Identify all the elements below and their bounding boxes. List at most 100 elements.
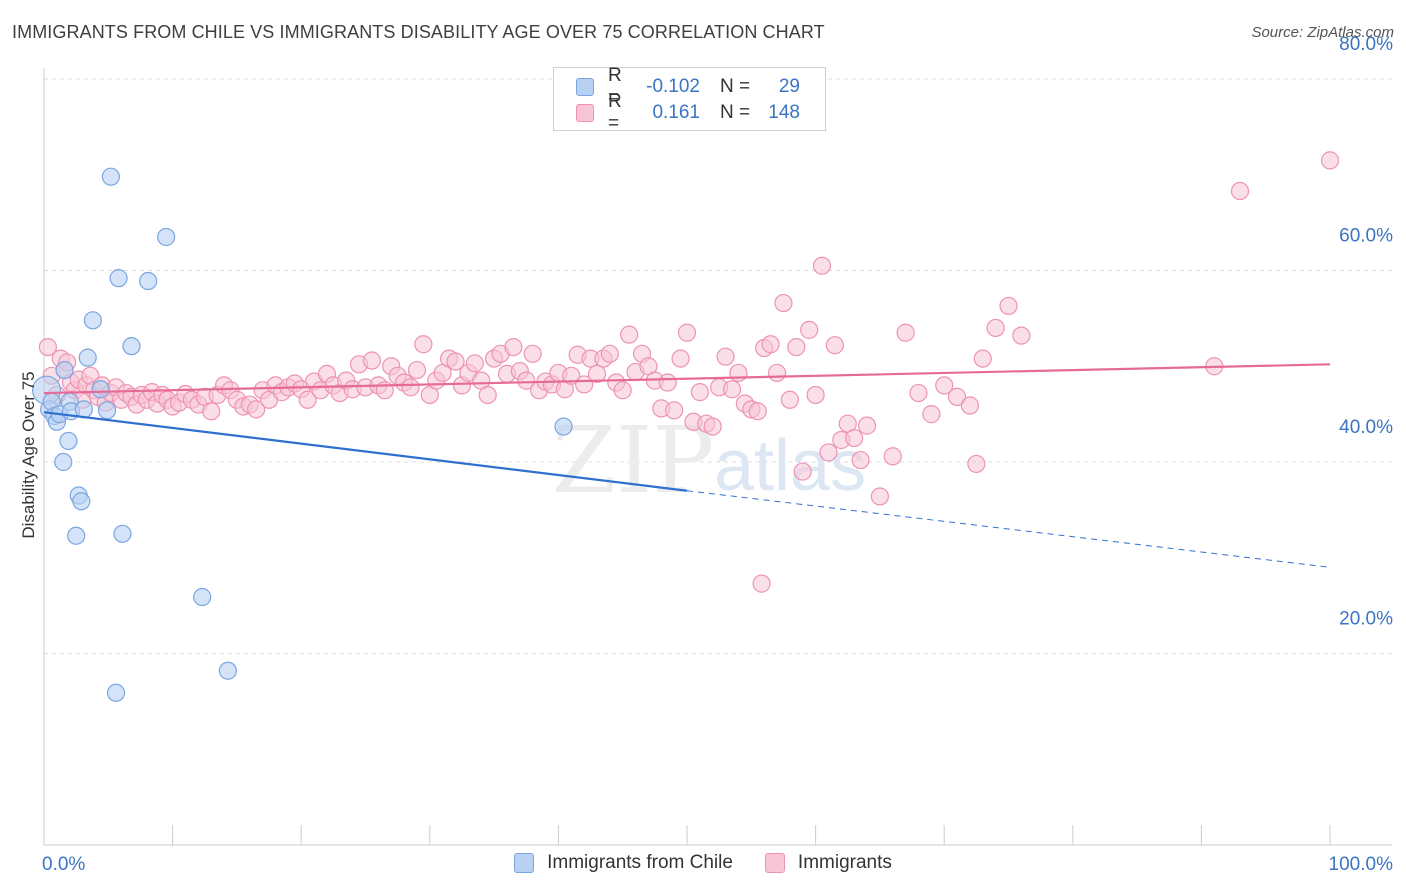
data-point-immigrants (523, 344, 542, 363)
data-point-immigrants (761, 335, 780, 354)
data-point-immigrants (690, 383, 709, 402)
data-point-immigrants (677, 323, 697, 342)
data-point-immigrants (407, 360, 427, 380)
data-point-chile (109, 269, 128, 288)
data-point-immigrants (774, 293, 793, 313)
correlation-legend: R = -0.102 N = 29 R = 0.161 N = 148 (553, 65, 826, 134)
data-point-immigrants (896, 323, 915, 342)
data-point-immigrants (587, 364, 607, 384)
data-point-chile (78, 348, 97, 367)
data-point-immigrants (883, 447, 902, 466)
chart-title: IMMIGRANTS FROM CHILE VS IMMIGRANTS DISA… (12, 22, 825, 42)
data-point-immigrants (748, 402, 767, 421)
legend-label-immigrants: Immigrants (797, 852, 892, 873)
data-point-immigrants (960, 396, 980, 415)
data-point-immigrants (851, 450, 870, 470)
legend-swatch-blue (514, 853, 535, 873)
data-point-immigrants (600, 344, 619, 363)
data-point-chile (72, 492, 91, 511)
data-point-immigrants (517, 371, 536, 390)
data-point-chile (113, 524, 132, 543)
legend-swatch-pink (576, 104, 594, 122)
data-point-immigrants (787, 338, 806, 357)
data-point-immigrants (1230, 181, 1250, 201)
data-point-immigrants (613, 381, 632, 400)
legend-r-value: -0.102 (646, 76, 700, 97)
data-point-immigrants (658, 373, 677, 392)
data-point-immigrants (973, 349, 992, 368)
data-point-immigrants (825, 336, 844, 355)
trend-lines (43, 363, 1331, 568)
legend-item-immigrants[interactable]: Immigrants (764, 852, 892, 874)
data-point-immigrants (703, 417, 722, 436)
legend-row-chile: R = -0.102 N = 29 (576, 65, 800, 108)
data-point-immigrants (857, 416, 877, 435)
data-point-immigrants (800, 320, 819, 339)
data-point-chile (193, 587, 212, 607)
data-point-immigrants (298, 390, 317, 409)
data-point-immigrants (767, 363, 787, 383)
data-point-immigrants (722, 380, 742, 399)
data-point-immigrants (729, 363, 748, 383)
data-point-immigrants (562, 366, 581, 385)
data-point-immigrants (845, 428, 864, 448)
data-point-chile (83, 311, 102, 330)
data-point-immigrants (935, 376, 954, 395)
legend-item-chile[interactable]: Immigrants from Chile (514, 852, 733, 874)
data-point-immigrants (793, 462, 812, 481)
data-point-chile (54, 452, 73, 472)
data-point-chile (139, 271, 158, 291)
data-point-chile (554, 417, 573, 436)
data-point-immigrants (716, 347, 735, 366)
data-point-chile (157, 227, 176, 247)
data-point-immigrants (620, 325, 639, 344)
data-point-immigrants (806, 385, 825, 405)
x-tick-label-end: 100.0% (1329, 854, 1394, 875)
series-legend: Immigrants from Chile Immigrants (0, 852, 1406, 874)
axes (43, 68, 1392, 846)
legend-label-chile: Immigrants from Chile (547, 852, 733, 873)
legend-r-label: R = (608, 65, 622, 108)
data-point-immigrants (922, 405, 941, 424)
tick-labels: 20.0% 40.0% 60.0% 80.0% 0.0% 100.0% Disability… (19, 34, 1393, 875)
data-point-chile (55, 360, 74, 380)
data-point-immigrants (1012, 326, 1031, 345)
legend-n-value: 148 (768, 102, 800, 123)
trend-line-chile-extrapolated (686, 490, 1331, 568)
data-point-chile (122, 337, 141, 356)
legend-r-label: R = (608, 91, 622, 134)
chart-source: Source: ZipAtlas.com (1251, 24, 1394, 41)
y-tick-label: 60.0% (1339, 226, 1393, 247)
x-tick-label-start: 0.0% (42, 854, 85, 875)
data-point-immigrants (414, 335, 433, 354)
data-point-chile (97, 401, 117, 420)
data-point-immigrants (1320, 151, 1340, 170)
data-point-chile (59, 431, 78, 451)
data-point-immigrants (202, 402, 221, 421)
y-axis-title: Disability Age Over 75 (19, 371, 38, 538)
legend-r-value: 0.161 (652, 102, 700, 123)
data-point-immigrants (812, 256, 832, 275)
legend-n-value: 29 (778, 76, 800, 97)
data-point-chile (67, 526, 86, 545)
data-point-immigrants (999, 296, 1018, 316)
legend-row-immigrants: R = 0.161 N = 148 (576, 91, 800, 134)
legend-n-label: N = (720, 76, 751, 97)
data-point-immigrants (465, 354, 484, 373)
y-tick-label: 20.0% (1339, 609, 1393, 630)
data-point-immigrants (446, 352, 465, 371)
data-point-immigrants (247, 400, 266, 419)
data-point-immigrants (819, 443, 838, 462)
data-point-immigrants (478, 385, 497, 405)
data-point-chile (91, 380, 110, 399)
data-point-immigrants (665, 401, 684, 420)
data-point-immigrants (780, 390, 799, 409)
data-point-chile (106, 683, 126, 702)
series-immigrants (38, 151, 1340, 593)
data-point-immigrants (671, 349, 690, 368)
legend-swatch-pink (764, 853, 785, 873)
data-point-immigrants (38, 338, 57, 357)
data-point-immigrants (752, 574, 771, 593)
data-point-immigrants (401, 378, 420, 397)
